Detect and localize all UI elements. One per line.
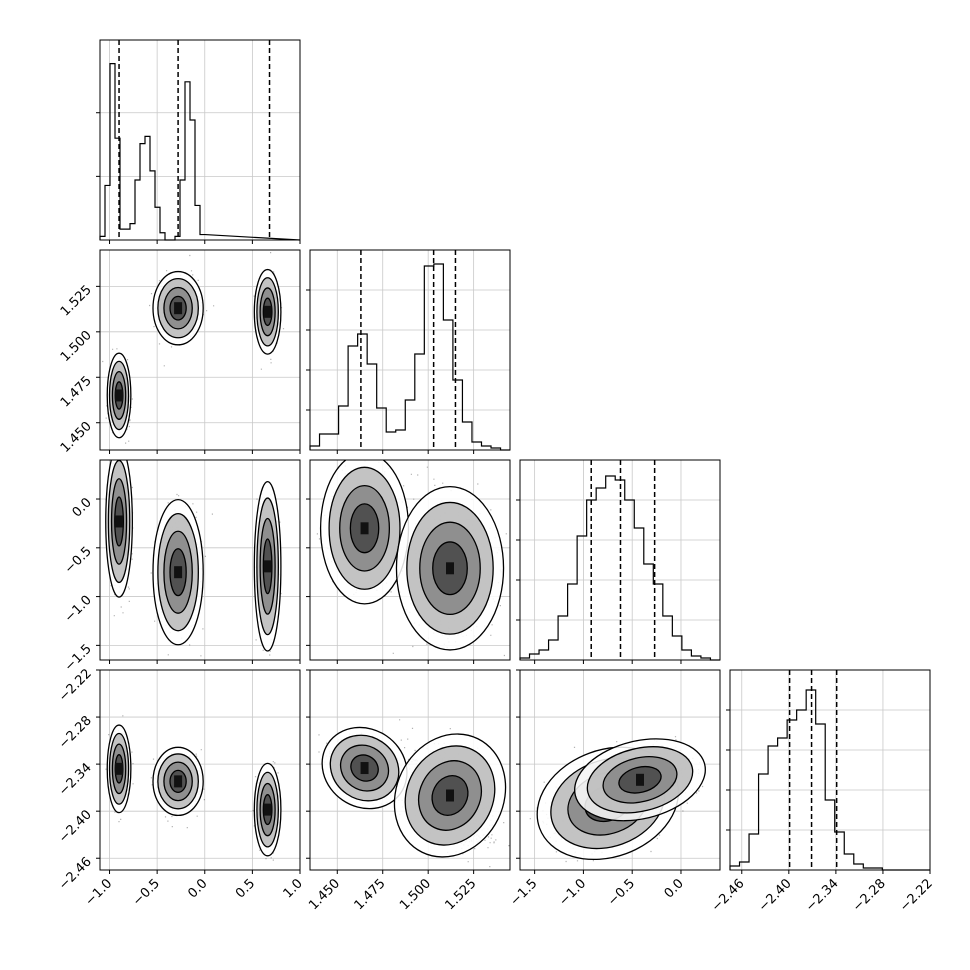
y-tick-label: −0.5: [62, 544, 95, 577]
density-layer: [318, 719, 510, 868]
panel-frame: [99, 249, 301, 451]
x-tick-label: −2.46: [709, 876, 748, 915]
panel-frame: [309, 249, 511, 451]
x-tick-label: 0.5: [233, 876, 258, 901]
x-tick-label: 1.500: [397, 876, 434, 913]
histogram-step: [729, 689, 930, 871]
x-tick-label: 1.475: [352, 876, 389, 913]
x-tick-label: −1.0: [556, 876, 589, 909]
scatter-panel-p2-p3: −1.5 −1.0 −0.5 0.0: [508, 669, 721, 909]
histogram-step: [99, 63, 301, 241]
x-tick-label: −1.5: [508, 876, 541, 909]
panel-frame: [309, 669, 511, 871]
y-tick-label: 1.525: [58, 283, 95, 320]
scatter-panel-p0-p3: −1.0 −0.5 0.0 0.5 1.0 −2.46 −2.40 −2.34 −2.28 −2.…: [56, 666, 306, 909]
x-tick-label: 1.450: [306, 876, 343, 913]
density-peak: [360, 762, 369, 775]
panel-frame: [309, 459, 511, 661]
x-tick-label: 1.0: [281, 876, 306, 901]
density-peak: [263, 305, 272, 318]
x-tick-label: 1.525: [443, 876, 480, 913]
density-peak: [174, 302, 183, 315]
density-peak: [115, 389, 124, 402]
histogram-panel-p1: [306, 249, 511, 454]
scatter-panel-p1-p3: 1.450 1.475 1.500 1.525: [306, 669, 511, 913]
histogram-panel-p2: [516, 459, 721, 664]
density-layer: [102, 252, 285, 444]
density-peak: [115, 762, 124, 775]
density-peak: [360, 522, 369, 535]
scatter-panel-p1-p2: [306, 459, 511, 664]
histogram-panel-p0: [96, 39, 301, 244]
density-layer: [529, 736, 706, 863]
density-layer: [316, 460, 507, 660]
density-peak: [636, 773, 644, 786]
y-tick-label: −2.40: [56, 807, 95, 846]
y-tick-label: 1.500: [58, 328, 95, 365]
density-peak: [263, 560, 272, 573]
panel-frame: [99, 459, 301, 661]
density-peak: [446, 562, 454, 575]
y-tick-label: 1.475: [58, 373, 95, 410]
y-tick-label: 1.450: [58, 419, 95, 456]
panel-frame: [99, 669, 301, 871]
x-tick-label: −2.40: [756, 876, 795, 915]
x-tick-label: −0.5: [605, 876, 638, 909]
x-tick-label: −2.34: [803, 876, 842, 915]
histogram-step: [309, 263, 511, 451]
scatter-panel-p0-p2: −1.5 −1.0 −0.5 0.0: [62, 459, 301, 675]
density-peak: [174, 566, 183, 579]
scatter-panel-p0-p1: 1.450 1.475 1.500 1.525: [58, 249, 301, 456]
panel-frame: [99, 39, 301, 241]
y-tick-label: 0.0: [70, 495, 95, 520]
x-tick-label: 0.0: [662, 876, 687, 901]
x-tick-label: −1.0: [82, 876, 115, 909]
y-tick-label: −1.0: [62, 593, 95, 626]
panel-frame: [519, 669, 721, 871]
x-tick-label: −2.22: [897, 876, 936, 915]
density-peak: [263, 803, 272, 816]
y-tick-label: −2.46: [56, 854, 95, 893]
panel-frame: [519, 459, 721, 661]
density-peak: [174, 775, 183, 788]
y-tick-label: −2.34: [56, 760, 95, 799]
panel-frame: [729, 669, 931, 871]
x-tick-label: 0.0: [185, 876, 210, 901]
y-tick-label: −2.22: [56, 666, 95, 705]
y-tick-label: −1.5: [62, 642, 95, 675]
y-tick-label: −2.28: [56, 713, 95, 752]
density-peak: [446, 789, 454, 802]
histogram-panel-p3: −2.46 −2.40 −2.34 −2.28 −2.22: [709, 669, 936, 915]
density-layer: [105, 715, 282, 861]
x-tick-label: −0.5: [130, 876, 163, 909]
x-tick-label: −2.28: [850, 876, 889, 915]
density-peak: [115, 515, 124, 528]
density-layer: [105, 460, 282, 657]
